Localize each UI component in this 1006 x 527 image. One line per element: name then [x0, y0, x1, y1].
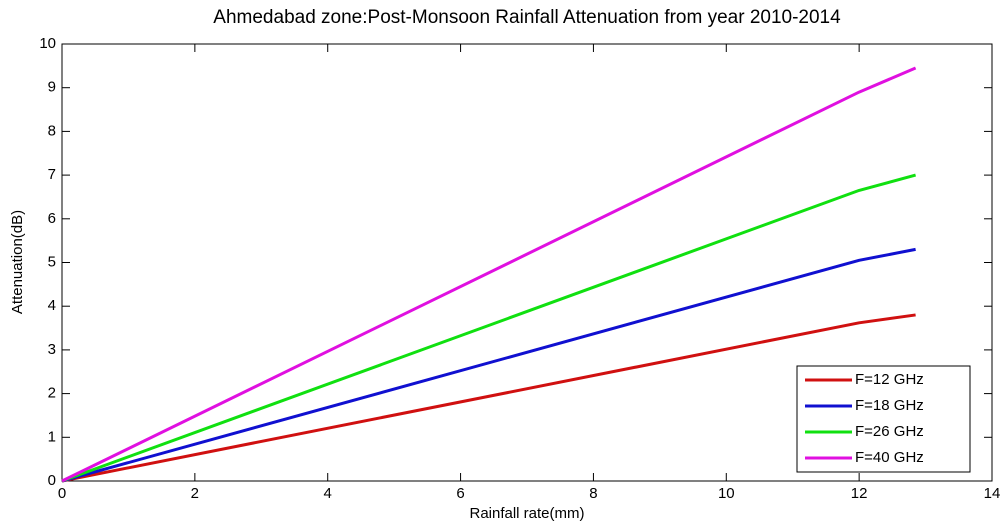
x-tick-label: 12 — [851, 485, 868, 502]
y-tick-label: 7 — [48, 166, 56, 183]
legend-box — [796, 365, 971, 473]
x-tick-label: 4 — [324, 485, 332, 502]
y-tick-label: 4 — [48, 297, 56, 314]
x-tick-label: 0 — [58, 485, 66, 502]
series-line — [61, 247, 916, 483]
series-line — [61, 173, 916, 483]
y-tick-label: 5 — [48, 253, 56, 270]
x-axis-label: Rainfall rate(mm) — [469, 505, 584, 522]
y-tick-label: 9 — [48, 79, 56, 96]
legend-label: F=26 GHz — [855, 423, 924, 440]
x-tick-label: 2 — [191, 485, 199, 502]
legend-label: F=12 GHz — [855, 371, 924, 388]
x-tick-label: 14 — [984, 485, 1001, 502]
y-tick-label: 3 — [48, 341, 56, 358]
x-tick-label: 6 — [456, 485, 464, 502]
legend-label: F=18 GHz — [855, 397, 924, 414]
series-line — [61, 313, 916, 483]
y-tick-label: 6 — [48, 210, 56, 227]
y-tick-label: 0 — [48, 472, 56, 489]
chart-title: Ahmedabad zone:Post-Monsoon Rainfall Att… — [213, 7, 841, 28]
y-tick-label: 10 — [39, 35, 56, 52]
legend-label: F=40 GHz — [855, 449, 924, 466]
y-tick-label: 2 — [48, 385, 56, 402]
series-line — [61, 66, 917, 483]
y-tick-label: 1 — [48, 428, 56, 445]
x-tick-label: 8 — [589, 485, 597, 502]
y-axis-label: Attenuation(dB) — [9, 210, 26, 314]
y-tick-label: 8 — [48, 122, 56, 139]
x-tick-label: 10 — [718, 485, 735, 502]
